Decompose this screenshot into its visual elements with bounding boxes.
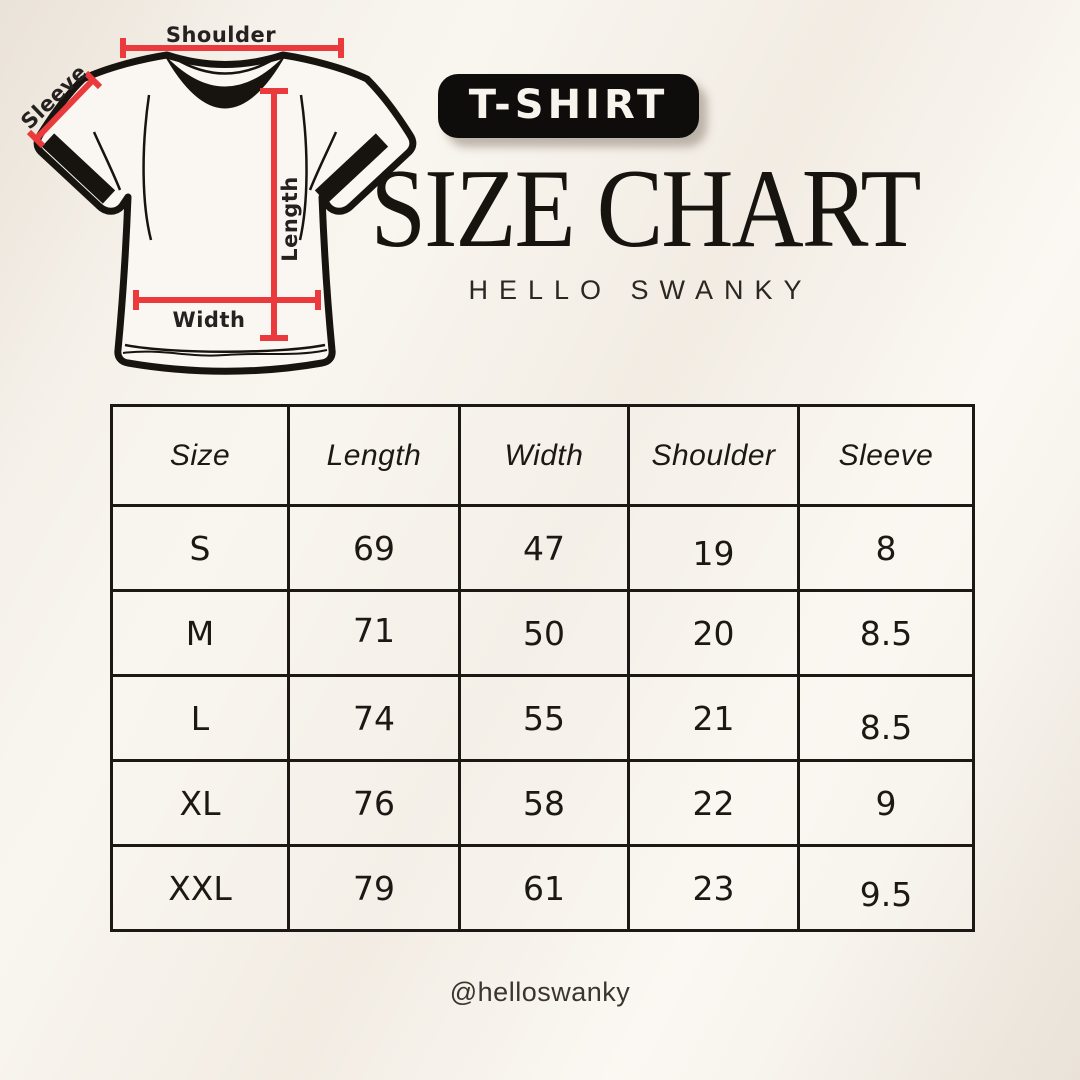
width-measure-line: [133, 290, 321, 310]
cell-sleeve: 8: [797, 504, 975, 592]
cell-length: 79: [287, 844, 461, 932]
cell-length: 69: [287, 504, 461, 592]
cell-size: M: [110, 589, 290, 677]
cell-shoulder: 21: [627, 674, 800, 762]
column-header-length: Length: [287, 404, 461, 507]
length-measure-label: Length: [278, 176, 302, 262]
table-row-l: L 74 55 21 8.5: [110, 674, 975, 762]
column-header-shoulder: Shoulder: [627, 404, 800, 507]
table-row-s: S 69 47 19 8: [110, 504, 975, 592]
cell-sleeve: 9.5: [797, 844, 975, 932]
tshirt-illustration: [26, 38, 417, 375]
cell-length: 76: [287, 759, 461, 847]
table-row-m: M 71 50 20 8.5: [110, 589, 975, 677]
cell-sleeve: 9: [797, 759, 975, 847]
cell-width: 50: [458, 589, 630, 677]
size-table: Size Length Width Shoulder Sleeve S 69 4…: [110, 404, 975, 932]
cell-width: 61: [458, 844, 630, 932]
tshirt-badge: T-SHIRT: [438, 74, 699, 138]
shoulder-measure-line: [120, 38, 344, 58]
social-handle: @helloswanky: [449, 977, 631, 1007]
shoulder-measure-label: Shoulder: [165, 23, 277, 47]
column-header-size: Size: [110, 404, 290, 507]
sleeve-measure-line: [26, 70, 103, 149]
table-row-xl: XL 76 58 22 9: [110, 759, 975, 847]
table-row-xxl: XXL 79 61 23 9.5: [110, 844, 975, 932]
cell-sleeve: 8.5: [797, 674, 975, 762]
brand-subtitle: HELLO SWANKY: [468, 275, 813, 305]
cell-shoulder: 23: [627, 844, 800, 932]
column-header-width: Width: [458, 404, 630, 507]
cell-size: L: [110, 674, 290, 762]
width-measure-label: Width: [172, 308, 246, 332]
cell-shoulder: 22: [627, 759, 800, 847]
cell-width: 58: [458, 759, 630, 847]
cell-width: 47: [458, 504, 630, 592]
column-header-sleeve: Sleeve: [797, 404, 975, 507]
table-header-row: Size Length Width Shoulder Sleeve: [110, 404, 975, 507]
measurement-lines: [26, 38, 344, 341]
tshirt-collar: [163, 53, 287, 109]
cell-shoulder: 20: [627, 589, 800, 677]
cell-shoulder: 19: [627, 504, 800, 592]
cell-sleeve: 8.5: [797, 589, 975, 677]
length-measure-line: [260, 88, 288, 341]
cell-size: XL: [110, 759, 290, 847]
cell-length: 71: [287, 589, 461, 677]
page-title: SIZE CHART: [370, 146, 922, 271]
cell-size: S: [110, 504, 290, 592]
cell-size: XXL: [110, 844, 290, 932]
cell-width: 55: [458, 674, 630, 762]
cell-length: 74: [287, 674, 461, 762]
